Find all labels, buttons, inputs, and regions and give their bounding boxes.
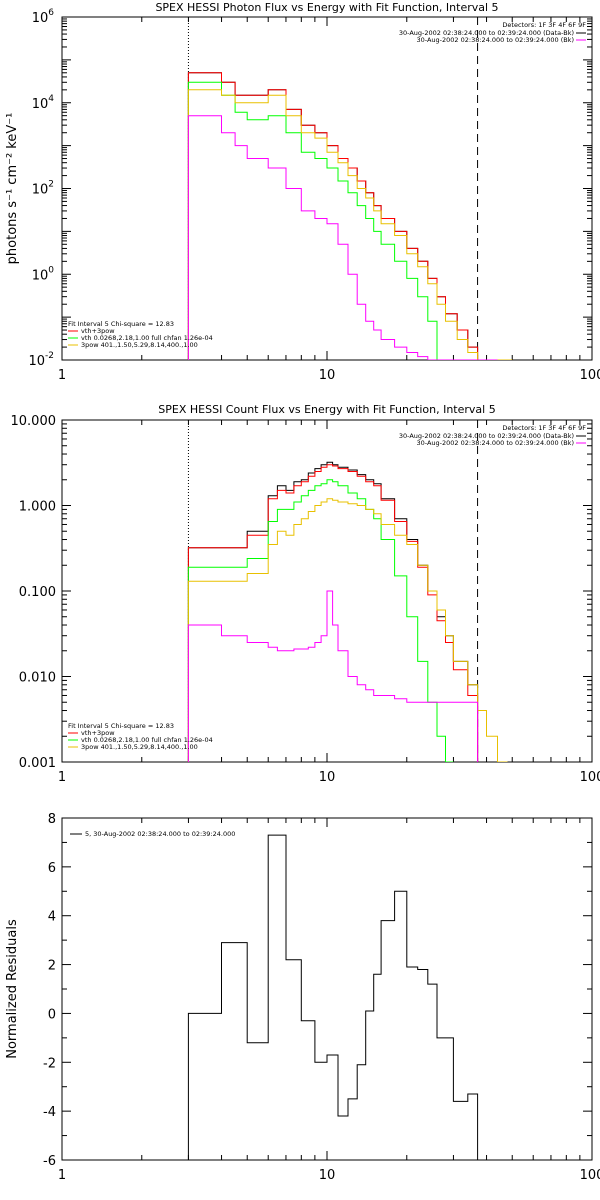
series-line-1: [187, 72, 487, 360]
x-tick-label: 10: [319, 770, 336, 785]
y-tick-label: 0.001: [19, 756, 56, 771]
y-tick-label: 1.000: [19, 500, 56, 515]
y-tick-label: 0.010: [19, 671, 56, 686]
y-tick-label: 0: [48, 1007, 56, 1022]
series-group: [187, 461, 508, 762]
legend-item: vth 0.0268,2.18,1.00 full chfan 1.26e-04: [81, 334, 213, 342]
legend-header: Fit Interval 5 Chi-square = 12.83: [68, 320, 174, 328]
y-tick-label: 106: [32, 8, 55, 26]
legend-item: 30-Aug-2002 02:38:24.000 to 02:39:24.000…: [399, 432, 574, 440]
plot-frame: [61, 817, 593, 1161]
series-line-5: [187, 115, 498, 360]
legend-item: 30-Aug-2002 02:38:24.000 to 02:39:24.000…: [399, 29, 574, 37]
legend-item: 30-Aug-2002 02:38:24.000 to 02:39:24.000…: [417, 439, 574, 447]
y-tick-label-exponent: 6: [48, 8, 54, 18]
legend-item: 3pow 401.,1.50,5.29,8.14,400.,1.00: [81, 743, 198, 751]
y-tick-label-exponent: 0: [48, 265, 54, 275]
y-tick-label: 102: [32, 180, 54, 198]
chart-panel-2: SPEX HESSI Count Flux vs Energy with Fit…: [11, 403, 600, 785]
legend-top-left: 5, 30-Aug-2002 02:38:24.000 to 02:39:24.…: [70, 830, 235, 838]
series-line-3: [187, 479, 454, 762]
chart-title: SPEX HESSI Count Flux vs Energy with Fit…: [158, 403, 495, 416]
x-tick-label: 10: [319, 1168, 336, 1183]
series-line-4: [187, 89, 513, 360]
y-tick-label: 104: [32, 94, 55, 112]
legend-bottom-left: Fit Interval 5 Chi-square = 12.83vth+3po…: [68, 722, 213, 751]
series-line-3: [187, 81, 458, 360]
legend-header: Detectors: 1F 3F 4F 6F 9F: [502, 21, 586, 29]
y-tick-label: 10-2: [28, 351, 54, 369]
series-line-4: [187, 498, 508, 762]
x-tick-label: 100: [580, 1168, 600, 1183]
x-tick-label: 1: [58, 1168, 66, 1183]
y-tick-label-base: 10: [32, 183, 49, 198]
y-tick-label-base: 10: [32, 11, 49, 26]
series-group: [187, 834, 479, 1160]
y-axis-label: photons s⁻¹ cm⁻² keV⁻¹: [5, 113, 20, 265]
series-line-5: [187, 590, 479, 762]
legend-bottom-left: Fit Interval 5 Chi-square = 12.83vth+3po…: [68, 320, 213, 349]
y-tick-label-exponent: 4: [48, 94, 54, 104]
y-tick-label: 6: [48, 861, 56, 876]
y-tick-label-base: 10: [28, 354, 45, 369]
y-tick-label: 10.000: [11, 414, 57, 429]
legend-item: vth+3pow: [81, 729, 115, 737]
y-tick-label: -4: [43, 1105, 56, 1120]
y-tick-label-base: 10: [32, 268, 49, 283]
series-group: [187, 72, 513, 360]
x-tick-label: 10: [319, 368, 336, 383]
x-tick-label: 1: [58, 368, 66, 383]
legend-item: vth 0.0268,2.18,1.00 full chfan 1.26e-04: [81, 736, 213, 744]
y-tick-label-base: 10: [32, 97, 49, 112]
legend-header: Detectors: 1F 3F 4F 6F 9F: [502, 424, 586, 432]
x-tick-label: 1: [58, 770, 66, 785]
y-axis-label: Normalized Residuals: [5, 919, 20, 1059]
x-tick-label: 100: [580, 368, 600, 383]
y-tick-label: -2: [43, 1056, 56, 1071]
x-tick-label: 100: [580, 770, 600, 785]
y-tick-label: 0.100: [19, 585, 56, 600]
y-tick-label: 4: [48, 910, 56, 925]
y-tick-label: -6: [43, 1154, 56, 1169]
chart-title: SPEX HESSI Photon Flux vs Energy with Fi…: [155, 1, 498, 14]
legend-header: Fit Interval 5 Chi-square = 12.83: [68, 722, 174, 730]
legend-item: vth+3pow: [81, 327, 115, 335]
y-tick-label-exponent: 2: [48, 180, 54, 190]
y-tick-label: 2: [48, 959, 56, 974]
legend-item: 5, 30-Aug-2002 02:38:24.000 to 02:39:24.…: [85, 830, 235, 838]
plot-frame: [61, 16, 593, 361]
y-tick-label-exponent: -2: [45, 351, 54, 361]
legend-item: 3pow 401.,1.50,5.29,8.14,400.,1.00: [81, 341, 198, 349]
y-tick-label: 100: [32, 265, 55, 283]
series-line-2: [187, 72, 513, 360]
series-line-1: [187, 834, 479, 1160]
chart-panel-3: 1 10 100 -6 -4 -2 0 2 4 6 8 Normalized Residuals 5, …: [5, 812, 600, 1183]
chart-panel-1: SPEX HESSI Photon Flux vs Energy with Fi…: [5, 1, 600, 383]
y-tick-label: 8: [48, 812, 56, 827]
legend-item: 30-Aug-2002 02:38:24.000 to 02:39:24.000…: [417, 36, 574, 44]
